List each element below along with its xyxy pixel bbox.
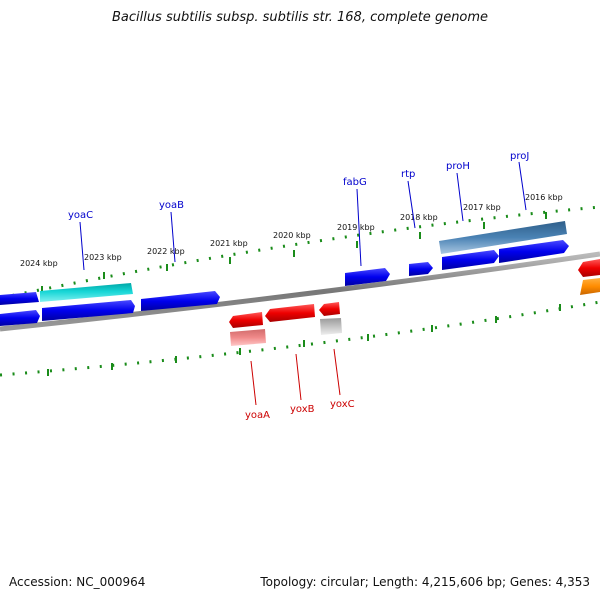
plus-gene-leaders	[79, 161, 527, 271]
gene-label-yoaC: yoaC	[68, 210, 93, 221]
gene-label-yoaA: yoaA	[245, 410, 270, 421]
genome-summary-text: Topology: circular; Length: 4,215,606 bp…	[260, 575, 590, 589]
gene-yoaB[interactable]	[141, 291, 220, 311]
gene-label-yoxB: yoxB	[290, 404, 315, 415]
inner-tick-ring	[0, 300, 600, 377]
map-title: Bacillus subtilis subsp. subtilis str. 1…	[111, 10, 489, 25]
gene-proJ[interactable]	[499, 240, 569, 263]
inner-major-ticks	[47, 304, 561, 376]
kbp-label: 2023 kbp	[84, 253, 122, 262]
minus-gene-leaders	[250, 348, 341, 406]
outer-major-ticks	[41, 212, 547, 293]
gene-segment	[0, 292, 39, 305]
kbp-label: 2020 kbp	[273, 231, 311, 240]
gene-segment	[0, 310, 40, 326]
gene-segment	[42, 300, 135, 321]
kbp-label: 2017 kbp	[463, 203, 501, 212]
gene-label-yoaB: yoaB	[159, 200, 184, 211]
kbp-label: 2019 kbp	[337, 223, 375, 232]
kbp-label: 2021 kbp	[210, 239, 248, 248]
gene-yoxC[interactable]	[319, 302, 340, 316]
gene-yoaA-bar[interactable]	[230, 329, 266, 346]
gene-fabG[interactable]	[345, 268, 390, 286]
gene-segment	[578, 259, 600, 277]
gene-label-proJ: proJ	[510, 151, 529, 162]
gene-yoaA[interactable]	[229, 312, 263, 328]
gene-rtp[interactable]	[409, 262, 433, 276]
gene-proH[interactable]	[442, 250, 499, 270]
kbp-label: 2016 kbp	[525, 193, 563, 202]
gene-proH-bar[interactable]	[439, 221, 567, 254]
gene-label-fabG: fabG	[343, 177, 367, 188]
gene-label-proH: proH	[446, 161, 470, 172]
gene-label-rtp: rtp	[401, 169, 415, 180]
accession-text: Accession: NC_000964	[9, 575, 146, 589]
genome-backbone	[0, 251, 600, 332]
gene-label-yoxC: yoxC	[330, 399, 355, 410]
kbp-label: 2018 kbp	[400, 213, 438, 222]
gene-yoxC-bar[interactable]	[320, 318, 342, 335]
kbp-label: 2024 kbp	[20, 259, 58, 268]
kbp-label: 2022 kbp	[147, 247, 185, 256]
gene-yoxB[interactable]	[265, 304, 315, 322]
gene-yoaC[interactable]	[40, 283, 133, 302]
gene-segment	[580, 278, 600, 295]
